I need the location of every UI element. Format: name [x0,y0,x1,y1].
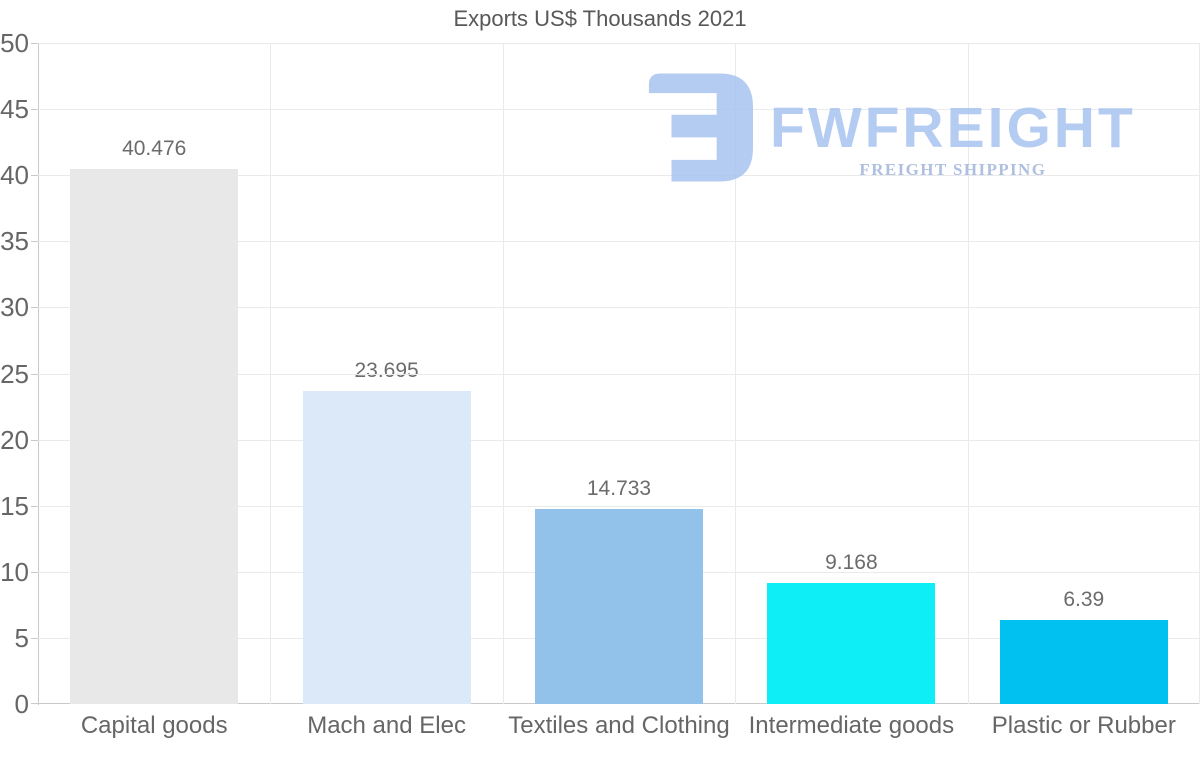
v-gridline [503,43,504,704]
watermark-tagline: FREIGHT SHIPPING [859,160,1047,179]
bar-value-label: 40.476 [122,137,187,160]
bar-value-label: 14.733 [586,477,652,500]
y-axis-tick [31,43,38,44]
y-tick-label: 50 [0,28,29,58]
y-axis-tick [31,175,38,177]
plot-area [38,43,1200,704]
fwfreight-logo-icon [648,73,753,182]
h-gridline [38,241,1200,243]
y-axis-tick [31,505,38,507]
watermark: FWFREIGHT FREIGHT SHIPPING [645,72,1136,183]
h-gridline [38,505,1200,507]
h-gridline [38,43,1200,44]
y-tick-label: 40 [0,160,29,191]
y-axis-tick [31,307,38,309]
y-tick-label: 5 [14,622,29,653]
x-category-label: Mach and Elec [307,712,466,739]
v-gridline [735,43,736,704]
h-gridline [38,373,1200,375]
h-gridline [38,439,1200,441]
x-category-label: Plastic or Rubber [991,712,1176,739]
bar [999,620,1168,704]
chart-title: Exports US$ Thousands 2021 [453,6,747,31]
y-axis-tick [31,703,38,704]
x-category-label: Textiles and Clothing [508,712,730,739]
h-gridline [38,307,1200,309]
y-tick-label: 0 [14,689,29,719]
bar-value-label: 9.168 [825,551,878,574]
bar [767,583,936,704]
bar-value-label: 23.695 [354,359,419,382]
h-gridline [38,109,1200,111]
y-axis-tick [31,109,38,111]
h-gridline [38,175,1200,177]
y-tick-label: 20 [0,424,29,455]
y-axis-tick [31,439,38,441]
watermark-brand: FWFREIGHT [770,96,1136,160]
y-axis-tick [31,373,38,375]
bar [535,509,703,704]
watermark-text-block: FWFREIGHT FREIGHT SHIPPING [770,99,1136,183]
y-tick-label: 10 [0,556,29,587]
x-category-label: Intermediate goods [748,712,955,739]
y-tick-label: 25 [0,358,29,389]
y-axis-tick [31,241,38,243]
v-gridline [968,43,969,704]
bar [70,169,239,704]
bar-value-label: 6.39 [1063,588,1105,611]
bar [302,391,471,704]
v-gridline [270,43,271,704]
y-axis-tick [31,637,38,639]
y-tick-label: 30 [0,292,29,323]
y-tick-label: 45 [0,94,29,125]
y-tick-label: 35 [0,226,29,257]
y-axis-tick [31,571,38,573]
x-category-label: Capital goods [80,712,228,739]
y-tick-label: 15 [0,490,29,521]
